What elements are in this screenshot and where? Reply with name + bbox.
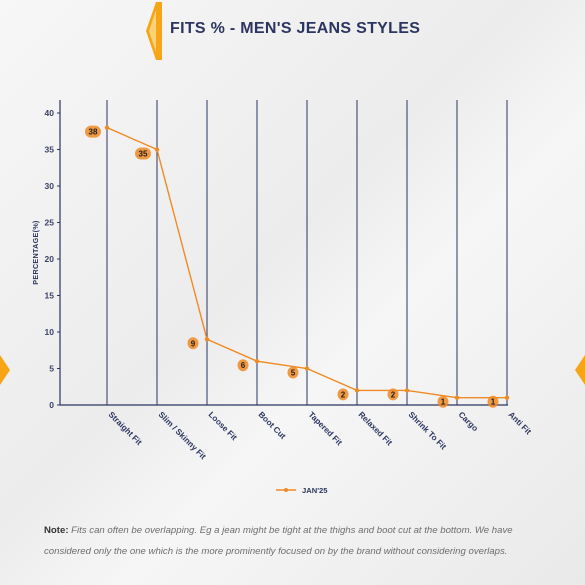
x-category-label: Relaxed Fit xyxy=(357,410,394,447)
y-tick-label: 30 xyxy=(45,181,55,191)
x-category-label: Straight Fit xyxy=(107,410,144,447)
data-point xyxy=(354,388,360,393)
y-tick-label: 40 xyxy=(45,108,55,118)
y-tick-label: 15 xyxy=(45,291,55,301)
x-category-label: Loose Fit xyxy=(207,410,239,442)
y-tick-label: 35 xyxy=(45,145,55,155)
x-category-label: Cargo xyxy=(457,410,480,433)
y-axis-title: PERCENTAGE(%) xyxy=(31,220,40,285)
left-accent-arrow xyxy=(0,355,10,385)
data-point xyxy=(204,337,210,342)
y-tick-label: 10 xyxy=(45,327,55,337)
data-label-badge xyxy=(85,125,101,138)
chart-points xyxy=(104,125,510,400)
data-point xyxy=(104,125,110,130)
data-label-badge xyxy=(337,388,349,401)
data-label: 38 xyxy=(89,128,98,137)
data-point xyxy=(454,395,460,400)
data-label: 2 xyxy=(391,390,396,399)
chart-legend: JAN'25 xyxy=(276,486,328,495)
data-point xyxy=(504,395,510,400)
y-tick-label: 20 xyxy=(45,254,55,264)
y-tick-label: 25 xyxy=(45,218,55,228)
chart-grid xyxy=(106,100,508,405)
note-text: Fits can often be overlapping. Eg a jean… xyxy=(44,525,513,557)
data-label: 9 xyxy=(191,339,196,348)
data-point xyxy=(154,147,160,152)
data-label-badge xyxy=(187,337,199,350)
data-label: 2 xyxy=(341,390,346,399)
x-category-label: Tapered Fit xyxy=(307,410,344,447)
data-label: 6 xyxy=(241,361,246,370)
x-category-label: Slim / Skinny Fit xyxy=(157,410,208,461)
data-label-badge xyxy=(135,147,151,160)
data-point xyxy=(304,366,310,371)
data-label-badge xyxy=(487,395,499,408)
right-accent-arrow xyxy=(575,355,585,385)
data-label-badge xyxy=(237,359,249,372)
data-label-badge xyxy=(437,395,449,408)
legend-label: JAN'25 xyxy=(302,486,328,495)
title-accent-bracket xyxy=(146,2,162,60)
note-label: Note: xyxy=(44,525,69,536)
page-title: FITS % - MEN'S JEANS STYLES xyxy=(170,20,421,37)
x-category-label: Boot Cut xyxy=(257,410,288,441)
y-tick-label: 0 xyxy=(49,400,54,410)
data-label-badge xyxy=(287,366,299,379)
data-label: 1 xyxy=(441,398,446,407)
data-point xyxy=(254,359,260,364)
data-point xyxy=(404,388,410,393)
y-tick-label: 5 xyxy=(49,364,54,374)
x-category-label: Shrink To Fit xyxy=(407,410,449,452)
data-label: 5 xyxy=(291,369,296,378)
data-label-badge xyxy=(387,388,399,401)
data-label: 1 xyxy=(491,398,496,407)
chart-data-labels: 38 35 9 6 5 2 2 1 1 xyxy=(85,125,499,408)
legend-swatch-marker xyxy=(284,488,288,492)
x-category-label: Anti Fit xyxy=(507,410,533,436)
data-label: 35 xyxy=(139,150,148,159)
chart-note: Note: Fits can often be overlapping. Eg … xyxy=(44,520,554,562)
